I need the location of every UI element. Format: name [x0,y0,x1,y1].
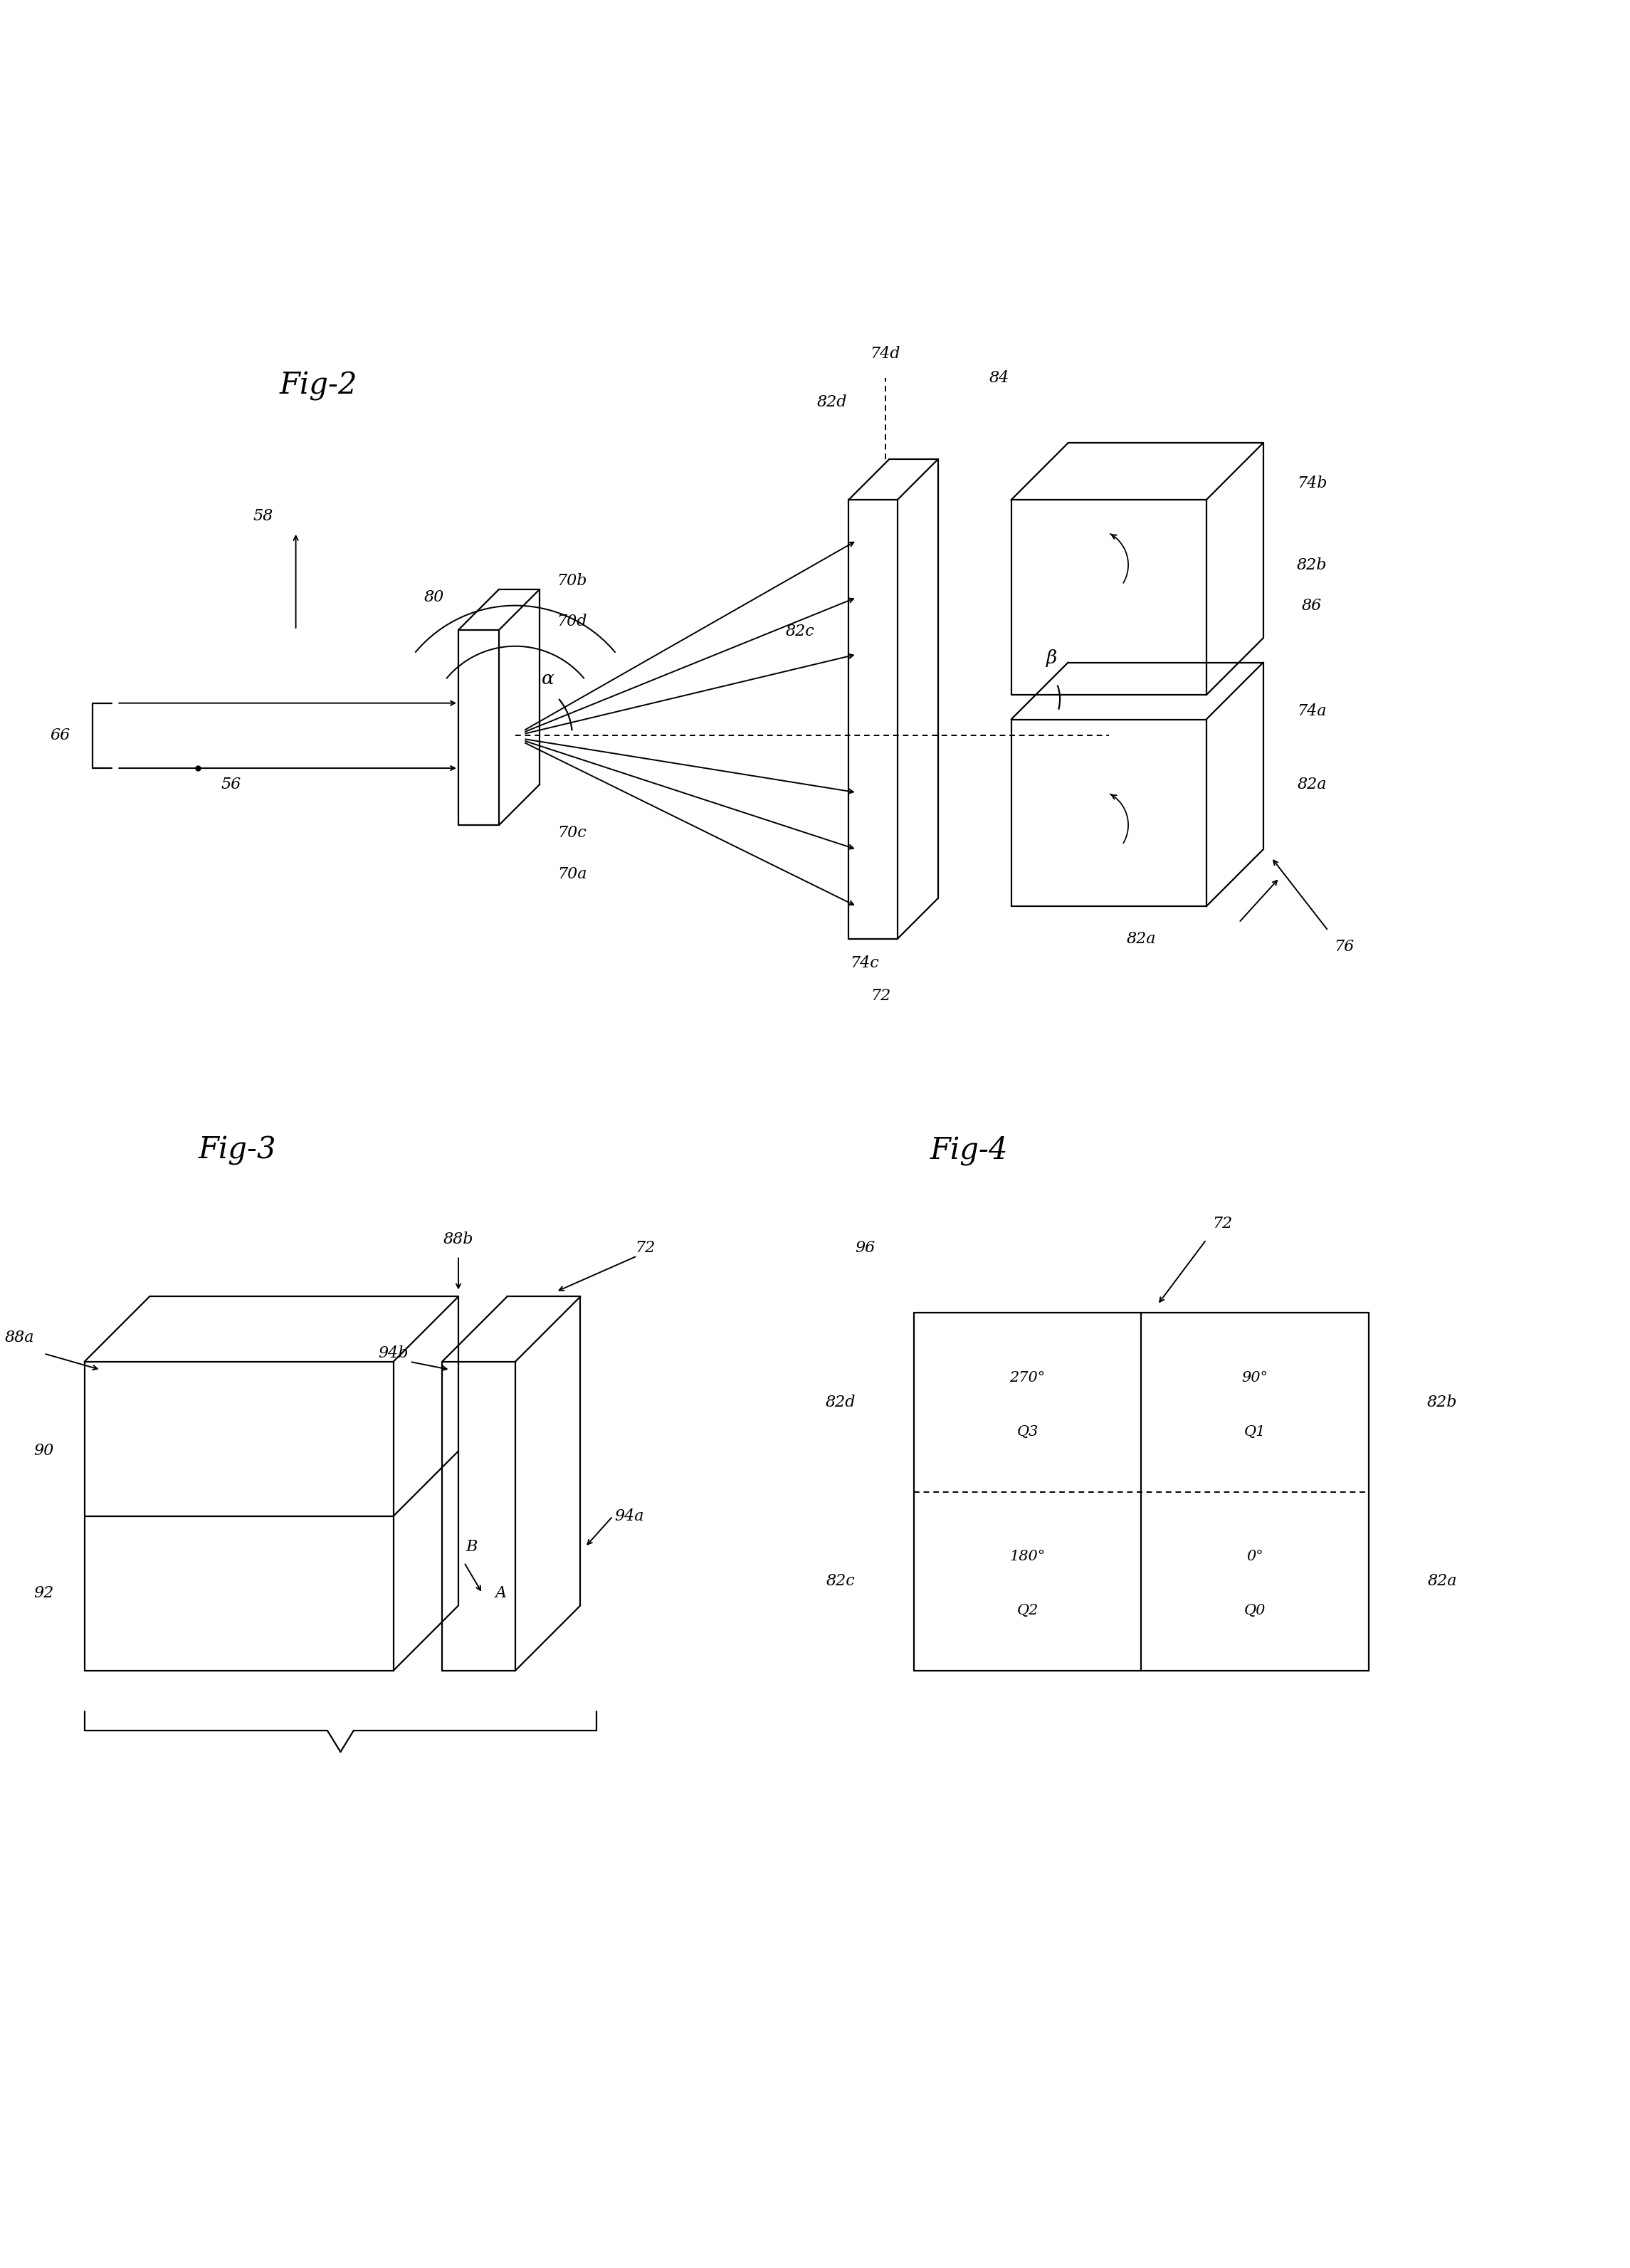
Text: 88a: 88a [5,1329,34,1345]
Text: 90°: 90° [1242,1372,1268,1386]
Text: 74c: 74c [851,955,879,971]
Text: 86: 86 [1302,599,1322,612]
Text: 84: 84 [989,370,1009,386]
Text: α: α [541,669,554,687]
Text: 74d: 74d [870,345,900,361]
Text: 88b: 88b [443,1232,473,1247]
Text: 82d: 82d [825,1395,856,1411]
Text: 80: 80 [424,590,443,606]
Text: A: A [496,1585,507,1601]
Text: 270°: 270° [1009,1372,1045,1386]
Text: 82c: 82c [786,624,815,640]
Text: 82b: 82b [1426,1395,1457,1411]
Text: 92: 92 [34,1585,54,1601]
Text: 90: 90 [34,1442,54,1458]
Text: B: B [466,1540,478,1556]
Text: 180°: 180° [1009,1549,1045,1563]
Text: 0°: 0° [1247,1549,1263,1563]
Text: 74a: 74a [1297,703,1327,719]
Text: 56: 56 [220,776,241,792]
Text: 72: 72 [636,1241,655,1256]
Text: 82c: 82c [826,1574,856,1590]
Text: 72: 72 [870,989,892,1005]
Text: 76: 76 [1335,939,1355,955]
Text: 82d: 82d [817,395,848,411]
Text: 96: 96 [854,1241,875,1256]
Text: 82a: 82a [1428,1574,1457,1590]
Text: 82a: 82a [1297,776,1327,792]
Text: 82b: 82b [1297,558,1327,574]
Text: 82a: 82a [1126,932,1156,946]
Text: 70c: 70c [557,826,587,841]
Text: 94b: 94b [378,1345,409,1361]
Text: Fig-2: Fig-2 [279,372,357,401]
Text: Q3: Q3 [1017,1424,1038,1438]
Text: 72: 72 [1213,1216,1232,1232]
Text: Fig-4: Fig-4 [929,1136,1007,1166]
Text: 94a: 94a [615,1508,644,1524]
Text: Q1: Q1 [1244,1424,1267,1438]
Text: 58: 58 [253,508,274,524]
Text: 70a: 70a [557,866,587,882]
Text: 70d: 70d [557,615,587,631]
Text: β: β [1046,649,1058,667]
Text: Q0: Q0 [1244,1603,1267,1617]
Text: 66: 66 [51,728,70,744]
Text: Fig-3: Fig-3 [199,1136,275,1166]
Text: 74b: 74b [1297,476,1327,492]
Text: Q2: Q2 [1017,1603,1038,1617]
Text: 70b: 70b [557,574,587,590]
